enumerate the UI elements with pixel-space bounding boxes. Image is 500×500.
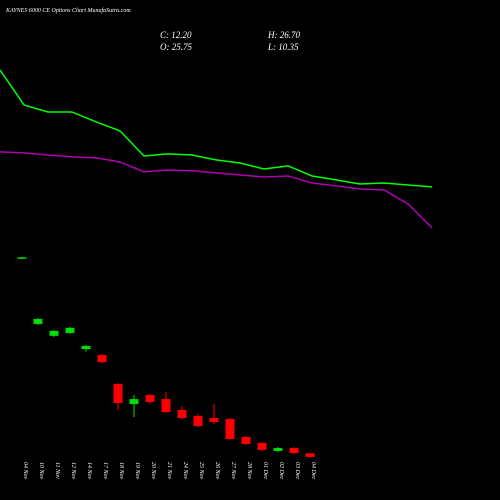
candle-body <box>129 399 139 405</box>
candle-body <box>305 453 315 457</box>
x-tick-label: 04 Dec <box>310 462 317 479</box>
candle-body <box>273 448 283 451</box>
x-tick-label: 04 Nov <box>22 462 29 480</box>
x-tick-label: 20 Nov <box>150 462 156 480</box>
info-close: C: 12.20 <box>160 30 192 40</box>
x-tick-label: 25 Nov <box>198 462 204 480</box>
x-tick-label: 11 Nov <box>54 462 60 479</box>
candle-body <box>97 355 107 363</box>
candle-body <box>177 409 187 419</box>
x-tick-label: 12 Nov <box>70 462 76 480</box>
ma-line <box>0 151 433 229</box>
candle-body <box>145 394 155 402</box>
x-tick-label: 03 Dec <box>294 462 300 479</box>
x-tick-label: 14 Nov <box>86 462 93 480</box>
candle-body <box>65 327 75 334</box>
candle-body <box>33 319 43 324</box>
x-tick-label: 17 Nov <box>102 462 108 480</box>
candle-body <box>209 418 219 422</box>
x-tick-label: 01 Dec <box>262 462 268 479</box>
x-tick-label: 28 Nov <box>246 462 252 480</box>
x-tick-label: 24 Nov <box>182 462 189 480</box>
candle-body <box>17 257 27 259</box>
ma-line <box>0 69 433 188</box>
x-tick-label: 21 Nov <box>166 462 172 480</box>
candle-body <box>289 448 299 454</box>
chart-title: KAYNES 6000 CE Options Chart MunafaSutra… <box>5 7 131 14</box>
x-tick-label: 18 Nov <box>118 462 124 480</box>
info-low: L: 10.35 <box>267 42 299 52</box>
x-tick-label: 10 Nov <box>38 462 44 480</box>
candle-body <box>225 419 235 440</box>
x-tick-label: 19 Nov <box>134 462 140 480</box>
x-tick-label: 27 Nov <box>230 462 236 480</box>
candle-body <box>241 436 251 444</box>
info-high: H: 26.70 <box>267 30 300 40</box>
candle-body <box>193 415 203 427</box>
candle-body <box>49 330 59 336</box>
candle-body <box>81 345 91 350</box>
x-tick-label: 26 Nov <box>214 462 220 480</box>
info-open: O: 25.75 <box>160 42 192 52</box>
candle-body <box>113 384 123 403</box>
candle-body <box>161 399 171 413</box>
x-tick-label: 02 Dec <box>278 462 284 479</box>
candle-body <box>257 442 267 450</box>
